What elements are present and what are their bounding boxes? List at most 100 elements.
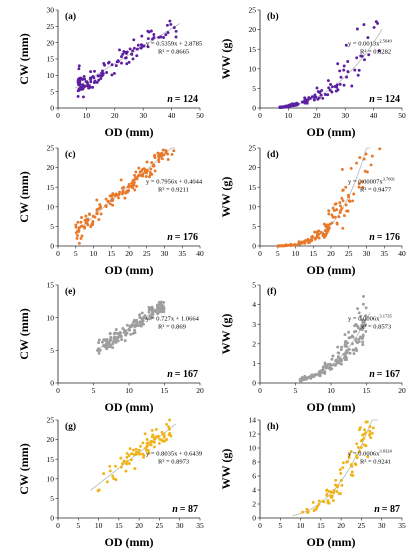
panel-label: (g) xyxy=(65,421,76,432)
x-axis-title: OD (mm) xyxy=(307,535,356,549)
data-point xyxy=(129,332,133,336)
data-point xyxy=(144,175,148,178)
data-point xyxy=(372,25,376,29)
x-tick-label: 35 xyxy=(381,249,389,258)
data-point xyxy=(364,431,368,435)
sample-size-value: = 167 xyxy=(175,369,198,380)
data-point xyxy=(312,98,316,102)
r-squared: R² = 0.8665 xyxy=(158,48,189,55)
sample-size-symbol: n xyxy=(374,504,380,515)
data-point xyxy=(364,152,368,156)
data-point xyxy=(79,220,83,224)
data-point xyxy=(154,309,158,313)
data-point xyxy=(116,332,119,335)
data-point xyxy=(77,83,81,87)
equation-text: y = 0.0013x xyxy=(348,40,380,47)
data-point xyxy=(355,27,359,31)
data-point xyxy=(153,153,157,157)
data-point xyxy=(152,440,156,444)
data-point xyxy=(356,307,360,311)
trendline xyxy=(292,419,378,517)
data-point xyxy=(132,320,135,324)
data-point xyxy=(145,160,149,164)
data-point xyxy=(139,46,143,50)
data-point xyxy=(368,433,371,437)
data-point xyxy=(299,379,303,383)
data-point xyxy=(351,348,355,352)
x-tick-label: 0 xyxy=(56,386,60,395)
data-point xyxy=(332,209,336,212)
data-point xyxy=(340,196,344,200)
data-point xyxy=(128,447,132,451)
data-point xyxy=(119,465,123,469)
x-tick-label: 20 xyxy=(327,249,335,258)
data-point xyxy=(77,64,81,68)
x-tick-label: 20 xyxy=(398,386,406,395)
data-point xyxy=(335,485,339,489)
y-tick-label: 25 xyxy=(47,22,55,31)
data-point xyxy=(127,454,131,458)
data-point xyxy=(111,203,115,207)
data-point xyxy=(140,311,144,315)
data-point xyxy=(89,225,93,229)
y-axis-title: WW (g) xyxy=(219,177,233,218)
data-point xyxy=(319,93,323,97)
data-point xyxy=(135,184,139,188)
data-point xyxy=(349,335,352,339)
data-point xyxy=(172,26,176,30)
data-point xyxy=(301,510,305,514)
y-tick-label: 5 xyxy=(50,346,54,355)
y-tick-label: 20 xyxy=(47,435,55,444)
data-point xyxy=(108,469,112,473)
y-tick-label: 15 xyxy=(47,55,55,64)
x-tick-label: 15 xyxy=(317,521,325,530)
data-point xyxy=(337,215,341,219)
data-point xyxy=(145,448,148,452)
data-point xyxy=(369,436,373,440)
data-point xyxy=(91,85,95,89)
data-point xyxy=(332,491,336,495)
x-axis-title: OD (mm) xyxy=(307,125,356,139)
data-point xyxy=(110,63,114,67)
trend-equation: y = 0.7956x + 0.4044 xyxy=(146,178,203,185)
data-point xyxy=(344,203,348,207)
x-axis-title: OD (mm) xyxy=(105,535,154,549)
data-point xyxy=(142,455,145,459)
x-tick-label: 35 xyxy=(196,521,204,530)
data-point xyxy=(165,438,169,441)
y-axis-title: WW (g) xyxy=(219,314,233,355)
data-point xyxy=(334,483,337,487)
data-point xyxy=(174,35,178,39)
x-tick-label: 0 xyxy=(258,249,262,258)
x-tick-label: 10 xyxy=(83,111,91,120)
data-point xyxy=(81,83,85,87)
y-tick-label: 1 xyxy=(252,359,256,368)
data-point xyxy=(319,230,323,234)
y-tick-label: 8 xyxy=(252,458,256,467)
data-point xyxy=(341,199,345,203)
data-point xyxy=(154,427,158,431)
data-point xyxy=(125,451,129,455)
data-point xyxy=(350,84,354,88)
data-point xyxy=(74,223,78,227)
data-point xyxy=(357,337,361,341)
data-point xyxy=(150,305,154,309)
data-point xyxy=(79,224,83,228)
data-point xyxy=(145,171,148,175)
data-point xyxy=(115,337,119,341)
data-point xyxy=(149,443,153,447)
data-point xyxy=(309,374,313,378)
panel-d: 0 5 10 15 20 25 30 35 40 0 5 10 15 20 25 OD (mm) WW (g) (… xyxy=(219,144,406,277)
y-tick-label: 4 xyxy=(252,486,256,495)
data-point xyxy=(321,365,325,369)
data-point xyxy=(81,95,85,99)
data-point xyxy=(138,323,141,327)
data-point xyxy=(317,236,321,240)
data-point xyxy=(162,310,166,314)
data-point xyxy=(346,70,350,74)
x-tick-label: 40 xyxy=(398,249,406,258)
data-point xyxy=(152,33,156,36)
data-point xyxy=(107,60,111,64)
data-point xyxy=(84,214,88,218)
